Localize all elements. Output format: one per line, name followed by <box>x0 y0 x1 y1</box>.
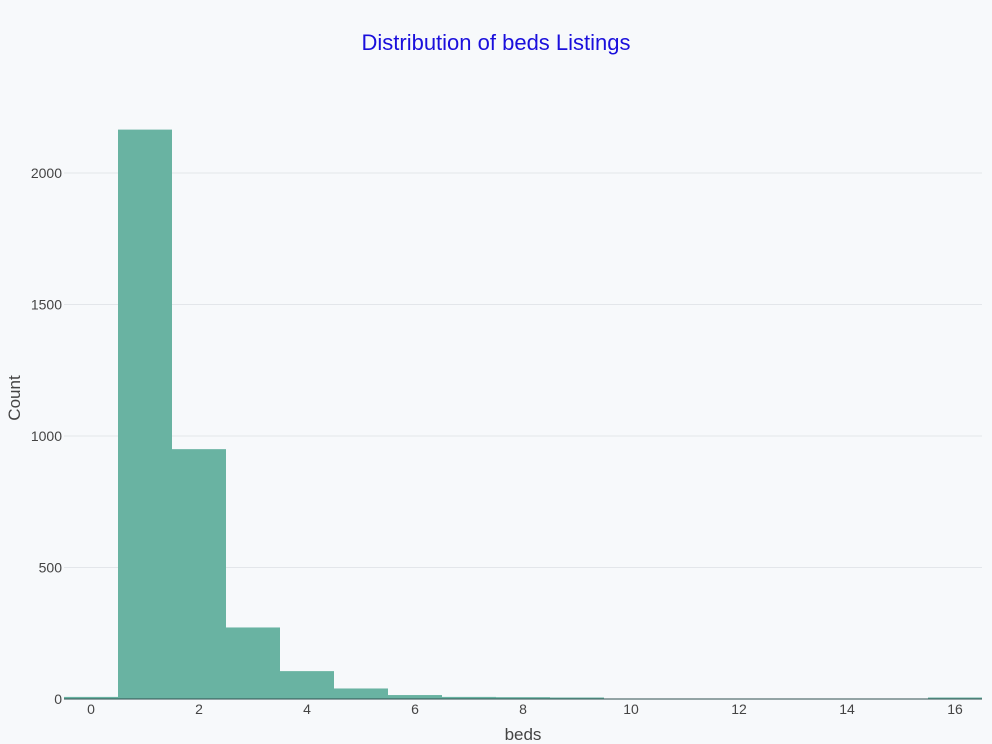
x-tick-label-6: 6 <box>411 701 419 717</box>
bar-beds-3[interactable] <box>226 627 280 699</box>
x-tick-label-16: 16 <box>947 701 963 717</box>
x-tick-label-2: 2 <box>195 701 203 717</box>
y-axis-title: Count <box>5 375 24 421</box>
y-tick-label-1000: 1000 <box>31 428 62 444</box>
grid-lines <box>64 172 982 568</box>
y-axis-ticks: 0 500 1000 1500 2000 <box>31 165 62 707</box>
bar-beds-6[interactable] <box>388 695 442 699</box>
x-tick-label-12: 12 <box>731 701 747 717</box>
bar-beds-4[interactable] <box>280 671 334 699</box>
bar-beds-5[interactable] <box>334 688 388 699</box>
x-axis-title: beds <box>505 725 542 744</box>
bar-beds-8[interactable] <box>496 697 550 699</box>
y-tick-label-500: 500 <box>39 560 63 576</box>
x-tick-label-0: 0 <box>87 701 95 717</box>
bar-beds-0[interactable] <box>64 696 118 699</box>
bar-beds-7[interactable] <box>442 696 496 699</box>
x-tick-label-8: 8 <box>519 701 527 717</box>
bar-beds-16[interactable] <box>928 697 982 700</box>
x-axis-ticks: 0 2 4 6 8 10 12 14 16 <box>87 701 963 717</box>
chart-title: Distribution of beds Listings <box>361 30 630 55</box>
histogram-bars <box>64 129 982 700</box>
y-tick-label-0: 0 <box>54 691 62 707</box>
bar-beds-2[interactable] <box>172 449 226 699</box>
x-tick-label-10: 10 <box>623 701 639 717</box>
y-tick-label-2000: 2000 <box>31 165 62 181</box>
bar-beds-9[interactable] <box>550 697 604 700</box>
y-tick-label-1500: 1500 <box>31 297 62 313</box>
x-tick-label-14: 14 <box>839 701 855 717</box>
x-tick-label-4: 4 <box>303 701 311 717</box>
bar-beds-1[interactable] <box>118 129 172 700</box>
